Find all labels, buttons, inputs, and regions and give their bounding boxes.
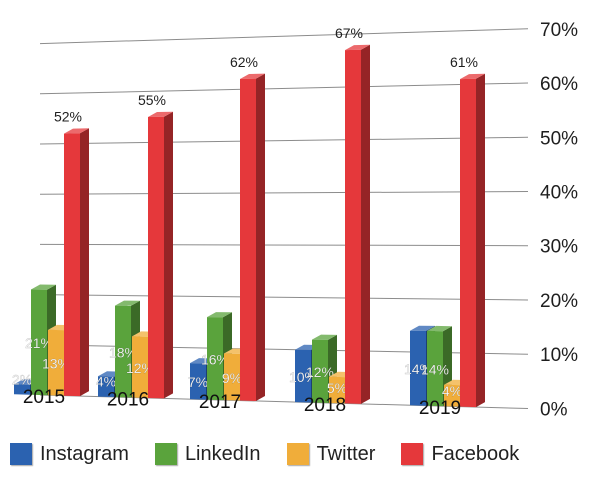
- bar-linkedin-2019: 14%: [421, 325, 452, 407]
- bar-linkedin-2015: 21%: [25, 284, 56, 396]
- bar-front: [224, 353, 240, 401]
- bar-facebook-2018: 67%: [335, 25, 370, 404]
- bar-front: [207, 317, 223, 401]
- bar-top: [115, 300, 140, 306]
- data-label: 14%: [421, 361, 449, 377]
- y-tick-label: 50%: [540, 128, 578, 149]
- bar-top: [64, 128, 89, 134]
- bar-front: [410, 330, 426, 406]
- data-label: 9%: [222, 370, 242, 386]
- y-tick-label: 0%: [540, 400, 568, 421]
- bar-side: [256, 73, 265, 401]
- data-label: 61%: [450, 54, 478, 70]
- legend-swatch: [10, 443, 32, 465]
- grid-line: [39, 28, 529, 45]
- data-label: 67%: [335, 25, 363, 41]
- bar-front: [132, 336, 148, 398]
- data-label: 21%: [25, 335, 53, 351]
- legend-item-instagram: Instagram: [10, 443, 129, 466]
- bar-side: [80, 128, 89, 397]
- bar-front: [329, 376, 345, 404]
- bar-side: [361, 44, 370, 404]
- chart-area: 0% 10% 20% 30% 40% 50% 60% 70% 2% 21% 13% 52% 4% 18%…: [12, 20, 578, 421]
- bar-facebook-2016: 55%: [138, 92, 173, 399]
- legend: Instagram LinkedIn Twitter Facebook: [10, 436, 605, 472]
- bar-front: [190, 363, 206, 400]
- data-label: 18%: [109, 344, 137, 360]
- bars: 2%21%13%52%4%18%12%55%7%16%9%62%10%12%5%…: [12, 25, 485, 408]
- bar-side: [476, 73, 485, 408]
- data-label: 4%: [96, 374, 116, 390]
- grid-line: [39, 294, 529, 301]
- bar-front: [98, 376, 114, 397]
- legend-item-linkedin: LinkedIn: [154, 442, 261, 466]
- legend-label: Facebook: [431, 442, 520, 465]
- data-label: 52%: [54, 109, 82, 125]
- bar-top: [31, 284, 56, 290]
- bar-top: [427, 325, 452, 332]
- legend-label: LinkedIn: [184, 442, 261, 465]
- legend-swatch: [154, 443, 177, 465]
- bar-front: [240, 78, 256, 401]
- y-tick-label: 10%: [540, 345, 578, 366]
- bar-top: [345, 44, 370, 51]
- bar-front: [345, 49, 361, 404]
- legend-label: Instagram: [40, 442, 129, 465]
- legend-swatch: [401, 443, 424, 465]
- bar-top: [240, 73, 265, 79]
- y-tick-label: 30%: [540, 237, 578, 258]
- y-tick-label: 20%: [540, 291, 578, 312]
- data-label: 12%: [126, 360, 154, 376]
- x-tick-label: 2015: [23, 387, 65, 408]
- data-label: 55%: [138, 92, 166, 108]
- data-label: 12%: [306, 364, 334, 380]
- bar-front: [148, 116, 164, 399]
- bar-top: [460, 73, 485, 80]
- bar-front: [115, 305, 131, 398]
- legend-item-twitter: Twitter: [286, 442, 376, 466]
- bar-top: [148, 111, 173, 117]
- x-tick-label: 2018: [304, 395, 346, 416]
- grid-line: [39, 243, 529, 247]
- data-label: 4%: [442, 383, 462, 399]
- bar-front: [14, 384, 30, 395]
- data-label: 7%: [188, 374, 208, 390]
- x-tick-label: 2017: [199, 392, 241, 413]
- data-label: 16%: [201, 351, 229, 367]
- bar-front: [64, 133, 80, 397]
- bar-side: [164, 111, 173, 399]
- data-label: 10%: [289, 369, 317, 385]
- legend-swatch: [286, 443, 309, 465]
- data-label: 14%: [404, 361, 432, 377]
- data-label: 62%: [230, 54, 258, 70]
- x-axis: 2015 2016 2017 2018 2019: [23, 387, 461, 419]
- data-label: 13%: [42, 356, 70, 372]
- y-tick-label: 40%: [540, 183, 578, 204]
- bar-top: [312, 334, 337, 340]
- bar-facebook-2019: 61%: [450, 54, 485, 408]
- bar-top: [410, 325, 435, 331]
- x-tick-label: 2016: [107, 389, 149, 410]
- y-tick-label: 60%: [540, 74, 578, 95]
- bar-facebook-2017: 62%: [230, 54, 265, 401]
- y-tick-label: 70%: [540, 20, 578, 41]
- bar-facebook-2015: 52%: [54, 109, 89, 397]
- legend-label: Twitter: [316, 442, 376, 465]
- bar-front: [48, 329, 64, 396]
- y-axis: 0% 10% 20% 30% 40% 50% 60% 70%: [540, 20, 578, 421]
- bar-top: [207, 312, 232, 318]
- x-tick-label: 2019: [419, 398, 461, 419]
- grid-line: [39, 136, 529, 145]
- data-label: 5%: [327, 380, 347, 396]
- bar-front: [295, 349, 311, 403]
- bar-front: [460, 78, 476, 408]
- grid-line: [39, 191, 529, 195]
- bar-front: [444, 384, 460, 407]
- grid-line: [39, 82, 529, 95]
- bar-front: [31, 289, 47, 396]
- legend-item-facebook: Facebook: [401, 443, 519, 466]
- data-label: 2%: [12, 371, 32, 387]
- bar-front: [312, 339, 328, 403]
- bar-front: [427, 330, 443, 407]
